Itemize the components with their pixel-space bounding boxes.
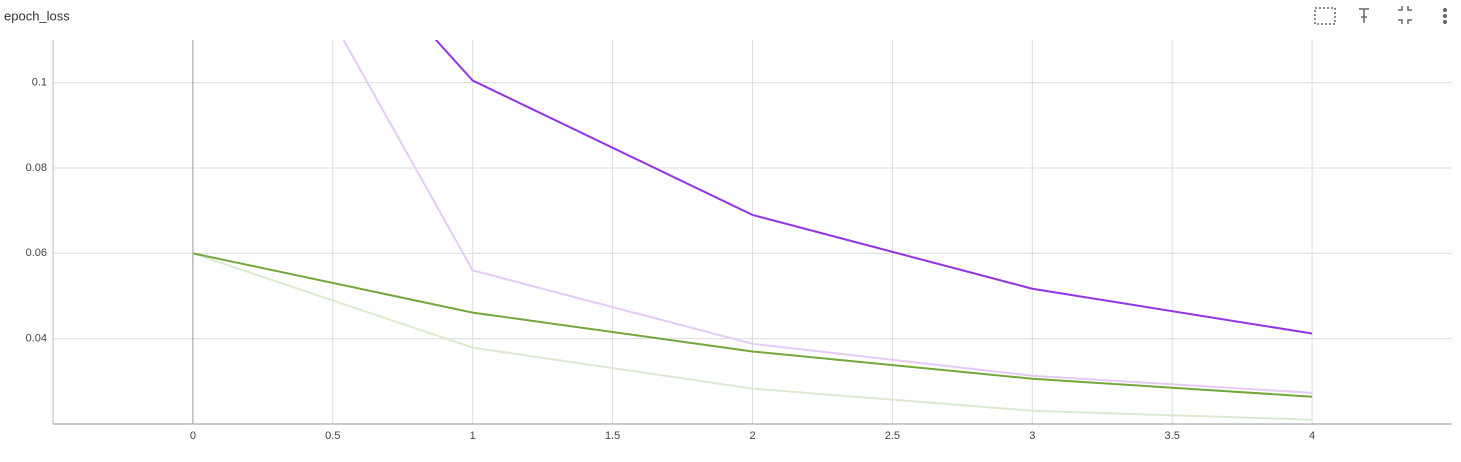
x-tick-label: 3	[1029, 430, 1035, 442]
x-tick-label: 1.5	[605, 430, 620, 442]
y-tick-label: 0.04	[26, 333, 47, 345]
menu-icon[interactable]	[1443, 8, 1447, 24]
series-line	[192, 252, 1313, 398]
x-tick-label: 0.5	[325, 430, 340, 442]
x-tick-label: 2.5	[885, 430, 900, 442]
select-icon[interactable]	[1314, 7, 1336, 25]
series-line	[192, 252, 1313, 421]
y-tick-label: 0.1	[32, 77, 47, 89]
chart-title: epoch_loss	[4, 8, 70, 23]
x-tick-label: 1	[470, 430, 476, 442]
plot-area	[192, 40, 1313, 421]
grid	[53, 40, 1452, 424]
x-tick-label: 4	[1309, 430, 1315, 442]
toolbar	[1314, 6, 1447, 25]
x-tick-label: 0	[190, 430, 196, 442]
y-tick-label: 0.06	[26, 247, 47, 259]
x-tick-label: 3.5	[1165, 430, 1180, 442]
y-tick-label: 0.08	[26, 162, 47, 174]
fit-icon[interactable]	[1398, 6, 1412, 24]
series-line	[434, 40, 1313, 335]
series-line	[342, 40, 1313, 394]
pin-icon[interactable]	[1359, 8, 1369, 23]
x-tick-label: 2	[749, 430, 755, 442]
